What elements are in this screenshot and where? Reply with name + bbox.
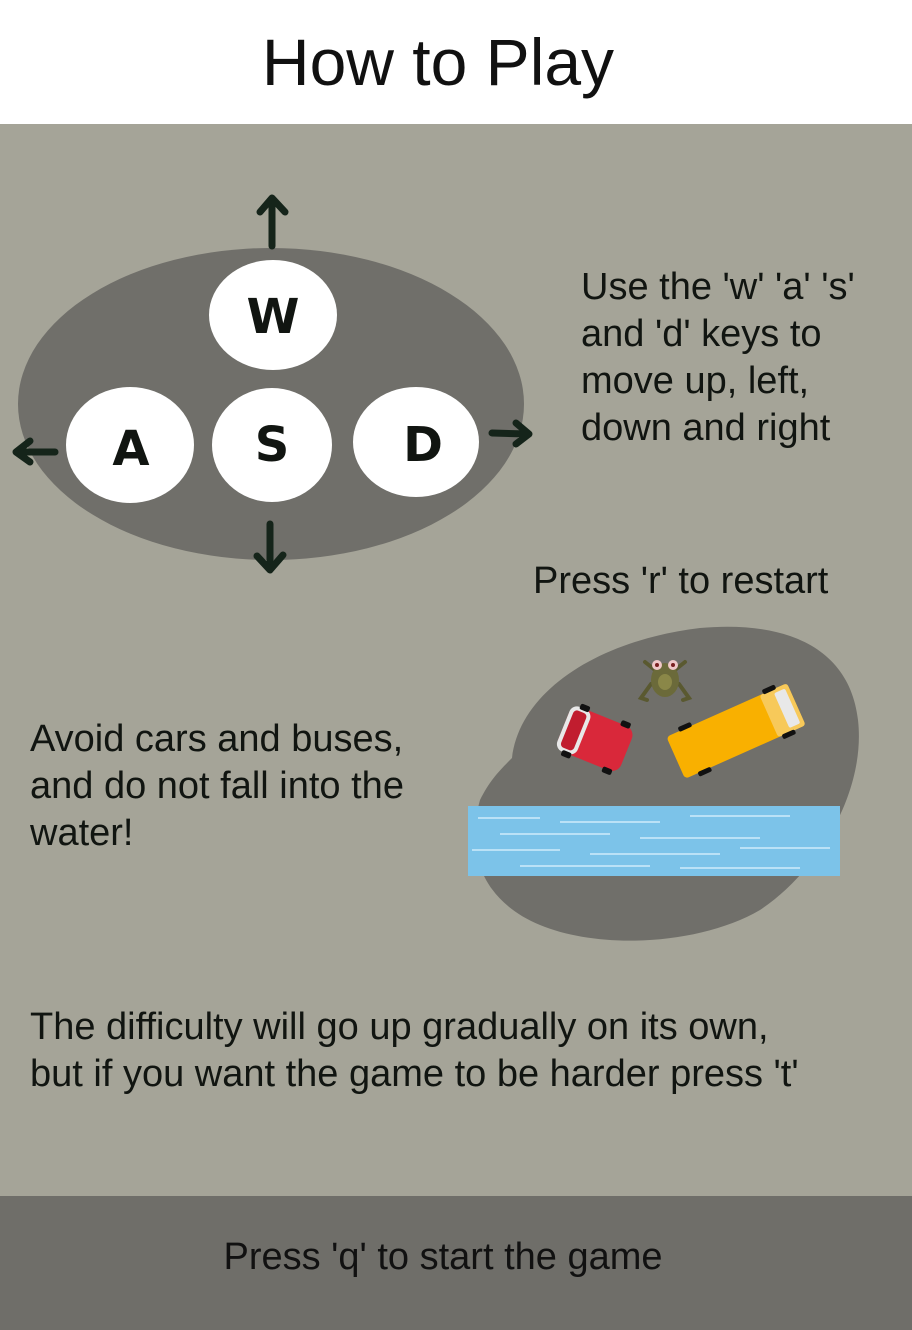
arrow-down-icon — [253, 520, 287, 574]
key-s-label: S — [255, 417, 290, 473]
footer-bar — [0, 1196, 912, 1330]
key-w — [209, 260, 337, 370]
arrow-up-icon — [256, 194, 289, 250]
arrow-left-icon — [12, 437, 59, 466]
wasd-illustration: W A S D — [12, 194, 533, 574]
key-d — [353, 387, 479, 497]
arrow-right-icon — [488, 419, 533, 448]
key-w-label: W — [247, 289, 300, 345]
header-bar — [0, 0, 912, 124]
page-title: How to Play — [261, 25, 615, 99]
key-s — [212, 388, 332, 502]
restart-instructions: Press 'r' to restart — [533, 560, 829, 602]
start-game-prompt: Press 'q' to start the game — [223, 1236, 663, 1278]
key-d-label: D — [403, 417, 443, 473]
water-ripples — [472, 815, 830, 869]
difficulty-instructions: The difficulty will go up gradually on i… — [30, 1006, 799, 1095]
hazard-instructions: Avoid cars and buses, and do not fall in… — [30, 718, 404, 854]
car-icon — [556, 703, 633, 775]
movement-instructions: Use the 'w' 'a' 's' and 'd' keys to move… — [581, 266, 855, 449]
key-a — [66, 387, 194, 503]
hazards-illustration — [468, 626, 859, 941]
frog-icon — [637, 660, 693, 702]
bus-icon — [667, 684, 805, 778]
key-a-label: A — [112, 421, 149, 477]
